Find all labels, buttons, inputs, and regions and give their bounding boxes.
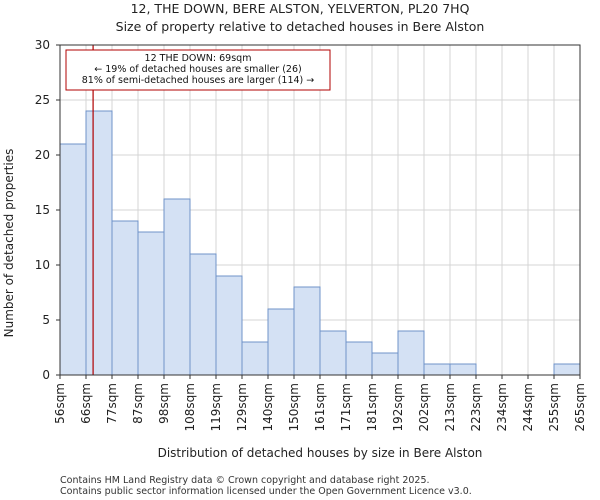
y-tick-label: 20 <box>35 148 50 162</box>
bar-layer <box>59 110 581 376</box>
x-tick-label: 161sqm <box>313 383 327 431</box>
y-tick-label: 10 <box>35 258 50 272</box>
annotation-line-3: 81% of semi-detached houses are larger (… <box>82 75 315 86</box>
x-axis-label: Distribution of detached houses by size … <box>158 446 483 460</box>
x-tick-label: 77sqm <box>105 383 119 424</box>
x-tick-labels: 56sqm 66sqm 77sqm 87sqm 98sqm 108sqm 119sqm 129… <box>53 375 587 431</box>
y-tick-labels: 0 5 10 15 20 25 30 <box>35 38 60 382</box>
x-tick-label: 140sqm <box>261 383 275 431</box>
y-tick-label: 15 <box>35 203 50 217</box>
x-tick-label: 129sqm <box>235 383 249 431</box>
x-tick-label: 213sqm <box>443 383 457 431</box>
chart-subtitle: Size of property relative to detached ho… <box>116 19 485 34</box>
x-tick-label: 119sqm <box>209 383 223 431</box>
x-tick-label: 56sqm <box>53 383 67 424</box>
bar <box>267 308 295 376</box>
x-tick-label: 66sqm <box>79 383 93 424</box>
bar <box>423 363 451 376</box>
x-tick-label: 265sqm <box>573 383 587 431</box>
annotation-box <box>65 49 331 91</box>
y-tick-label: 0 <box>42 368 50 382</box>
x-tick-label: 192sqm <box>391 383 405 431</box>
chart-title: 12, THE DOWN, BERE ALSTON, YELVERTON, PL… <box>131 1 470 16</box>
annotation-line-1: 12 THE DOWN: 69sqm <box>145 53 252 64</box>
x-tick-label: 255sqm <box>547 383 561 431</box>
bar <box>163 198 191 376</box>
bar <box>319 330 347 376</box>
annotation-line-2: ← 19% of detached houses are smaller (26… <box>94 64 301 75</box>
plot-frame <box>59 44 581 376</box>
footer-line-1: Contains HM Land Registry data © Crown c… <box>60 475 430 486</box>
footer-line-2: Contains public sector information licen… <box>60 486 472 497</box>
y-tick-label: 25 <box>35 93 50 107</box>
x-tick-label: 171sqm <box>339 383 353 431</box>
x-tick-label: 202sqm <box>417 383 431 431</box>
bar <box>189 253 217 376</box>
bar <box>137 231 165 376</box>
x-tick-label: 244sqm <box>521 383 535 431</box>
x-tick-label: 234sqm <box>495 383 509 431</box>
y-tick-label: 30 <box>35 38 50 52</box>
bar <box>293 286 321 376</box>
bar <box>59 143 87 376</box>
y-tick-label: 5 <box>42 313 50 327</box>
bar <box>215 275 243 376</box>
x-tick-label: 98sqm <box>157 383 171 424</box>
bar <box>553 363 581 376</box>
bar <box>449 363 477 376</box>
bar <box>111 220 139 376</box>
x-tick-label: 108sqm <box>183 383 197 431</box>
x-tick-label: 150sqm <box>287 383 301 431</box>
marker-annotation: 12 THE DOWN: 69sqm ← 19% of detached hou… <box>65 49 331 91</box>
y-axis-label: Number of detached properties <box>2 149 16 338</box>
bar <box>345 341 373 376</box>
bar <box>371 352 399 376</box>
bar <box>397 330 425 376</box>
bar <box>85 110 113 376</box>
x-tick-label: 87sqm <box>131 383 145 424</box>
bar <box>241 341 269 376</box>
x-tick-label: 181sqm <box>365 383 379 431</box>
x-tick-label: 223sqm <box>469 383 483 431</box>
